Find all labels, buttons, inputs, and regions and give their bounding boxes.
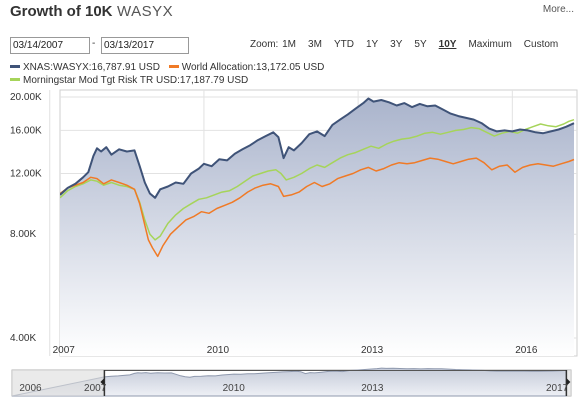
legend-item-world-allocation[interactable]: World Allocation:13,172.05 USD <box>168 61 325 74</box>
navigator-label: 2006 <box>19 383 42 394</box>
axes: 20.00K 16.00K 12.00K 8.00K 4.00K 2007 2010 2013… <box>10 92 538 356</box>
navigator-label: 2010 <box>223 383 246 394</box>
navigator-mask-left <box>12 370 105 396</box>
date-range-controls: - Zoom: 1M 3M YTD 1Y 3Y 5Y 10Y Maximum Custom <box>10 37 575 55</box>
legend: XNAS:WASYX:16,787.91 USD World Allocatio… <box>10 61 330 87</box>
navigator-label: 2017 <box>546 383 569 394</box>
world-allocation-line <box>60 157 575 258</box>
legend-text-world-allocation: World Allocation:13,172.05 USD <box>181 62 325 73</box>
x-tick-label: 2010 <box>207 345 230 356</box>
zoom-1m[interactable]: 1M <box>282 39 297 50</box>
x-tick-label: 2007 <box>53 345 76 356</box>
zoom-1y[interactable]: 1Y <box>365 39 379 50</box>
zoom-3m[interactable]: 3M <box>308 39 322 50</box>
navigator-label: 2007 <box>84 383 107 394</box>
navigator-label: 2013 <box>361 383 384 394</box>
y-tick-label: 4.00K <box>10 333 36 344</box>
date-separator: - <box>92 38 96 49</box>
zoom-5y[interactable]: 5Y <box>414 39 427 50</box>
more-link[interactable]: More... <box>542 4 574 15</box>
morningstar-line <box>60 118 575 241</box>
y-tick-label: 12.00K <box>10 168 42 179</box>
navigator-handle-right-grip[interactable] <box>566 378 571 386</box>
legend-row-2: Morningstar Mod Tgt Risk TR USD:17,187.7… <box>10 74 330 87</box>
navigator-handle-left-grip[interactable] <box>100 378 105 386</box>
y-tick-label: 8.00K <box>10 229 36 240</box>
series-lines <box>60 97 575 258</box>
y-tick-label: 16.00K <box>10 125 42 136</box>
legend-swatch-morningstar <box>10 77 20 81</box>
legend-text-morningstar: Morningstar Mod Tgt Risk TR USD:17,187.7… <box>23 75 249 86</box>
wasyx-area <box>60 98 574 356</box>
legend-item-morningstar[interactable]: Morningstar Mod Tgt Risk TR USD:17,187.7… <box>10 74 248 87</box>
zoom-ytd[interactable]: YTD <box>333 39 354 50</box>
chart-title: Growth of 10K WASYX <box>10 3 570 25</box>
area-fill <box>60 98 574 356</box>
legend-swatch-world-allocation <box>168 64 179 68</box>
zoom-maximum[interactable]: Maximum <box>468 39 512 50</box>
x-tick-label: 2013 <box>361 345 384 356</box>
zoom-custom[interactable]: Custom <box>523 39 559 50</box>
zoom-label: Zoom: <box>250 39 279 50</box>
ticker-text: WASYX <box>116 3 174 20</box>
x-tick-label: 2016 <box>515 345 538 356</box>
y-tick-label: 20.00K <box>10 92 42 103</box>
zoom-bar: Zoom: 1M 3M YTD 1Y 3Y 5Y 10Y Maximum Custom <box>250 39 558 50</box>
start-date-input[interactable] <box>10 37 90 54</box>
legend-row-1: XNAS:WASYX:16,787.91 USD World Allocatio… <box>10 61 330 74</box>
zoom-10y[interactable]: 10Y <box>438 39 457 50</box>
title-text: Growth of 10K <box>10 3 113 20</box>
zoom-3y[interactable]: 3Y <box>390 39 403 50</box>
navigator[interactable]: 2006 2007 2010 2013 2017 <box>11 367 572 397</box>
legend-text-wasyx: XNAS:WASYX:16,787.91 USD <box>23 62 160 73</box>
legend-item-wasyx[interactable]: XNAS:WASYX:16,787.91 USD <box>10 61 160 74</box>
legend-swatch-wasyx <box>10 64 20 68</box>
end-date-input[interactable] <box>101 37 189 54</box>
wasyx-line <box>60 97 575 199</box>
